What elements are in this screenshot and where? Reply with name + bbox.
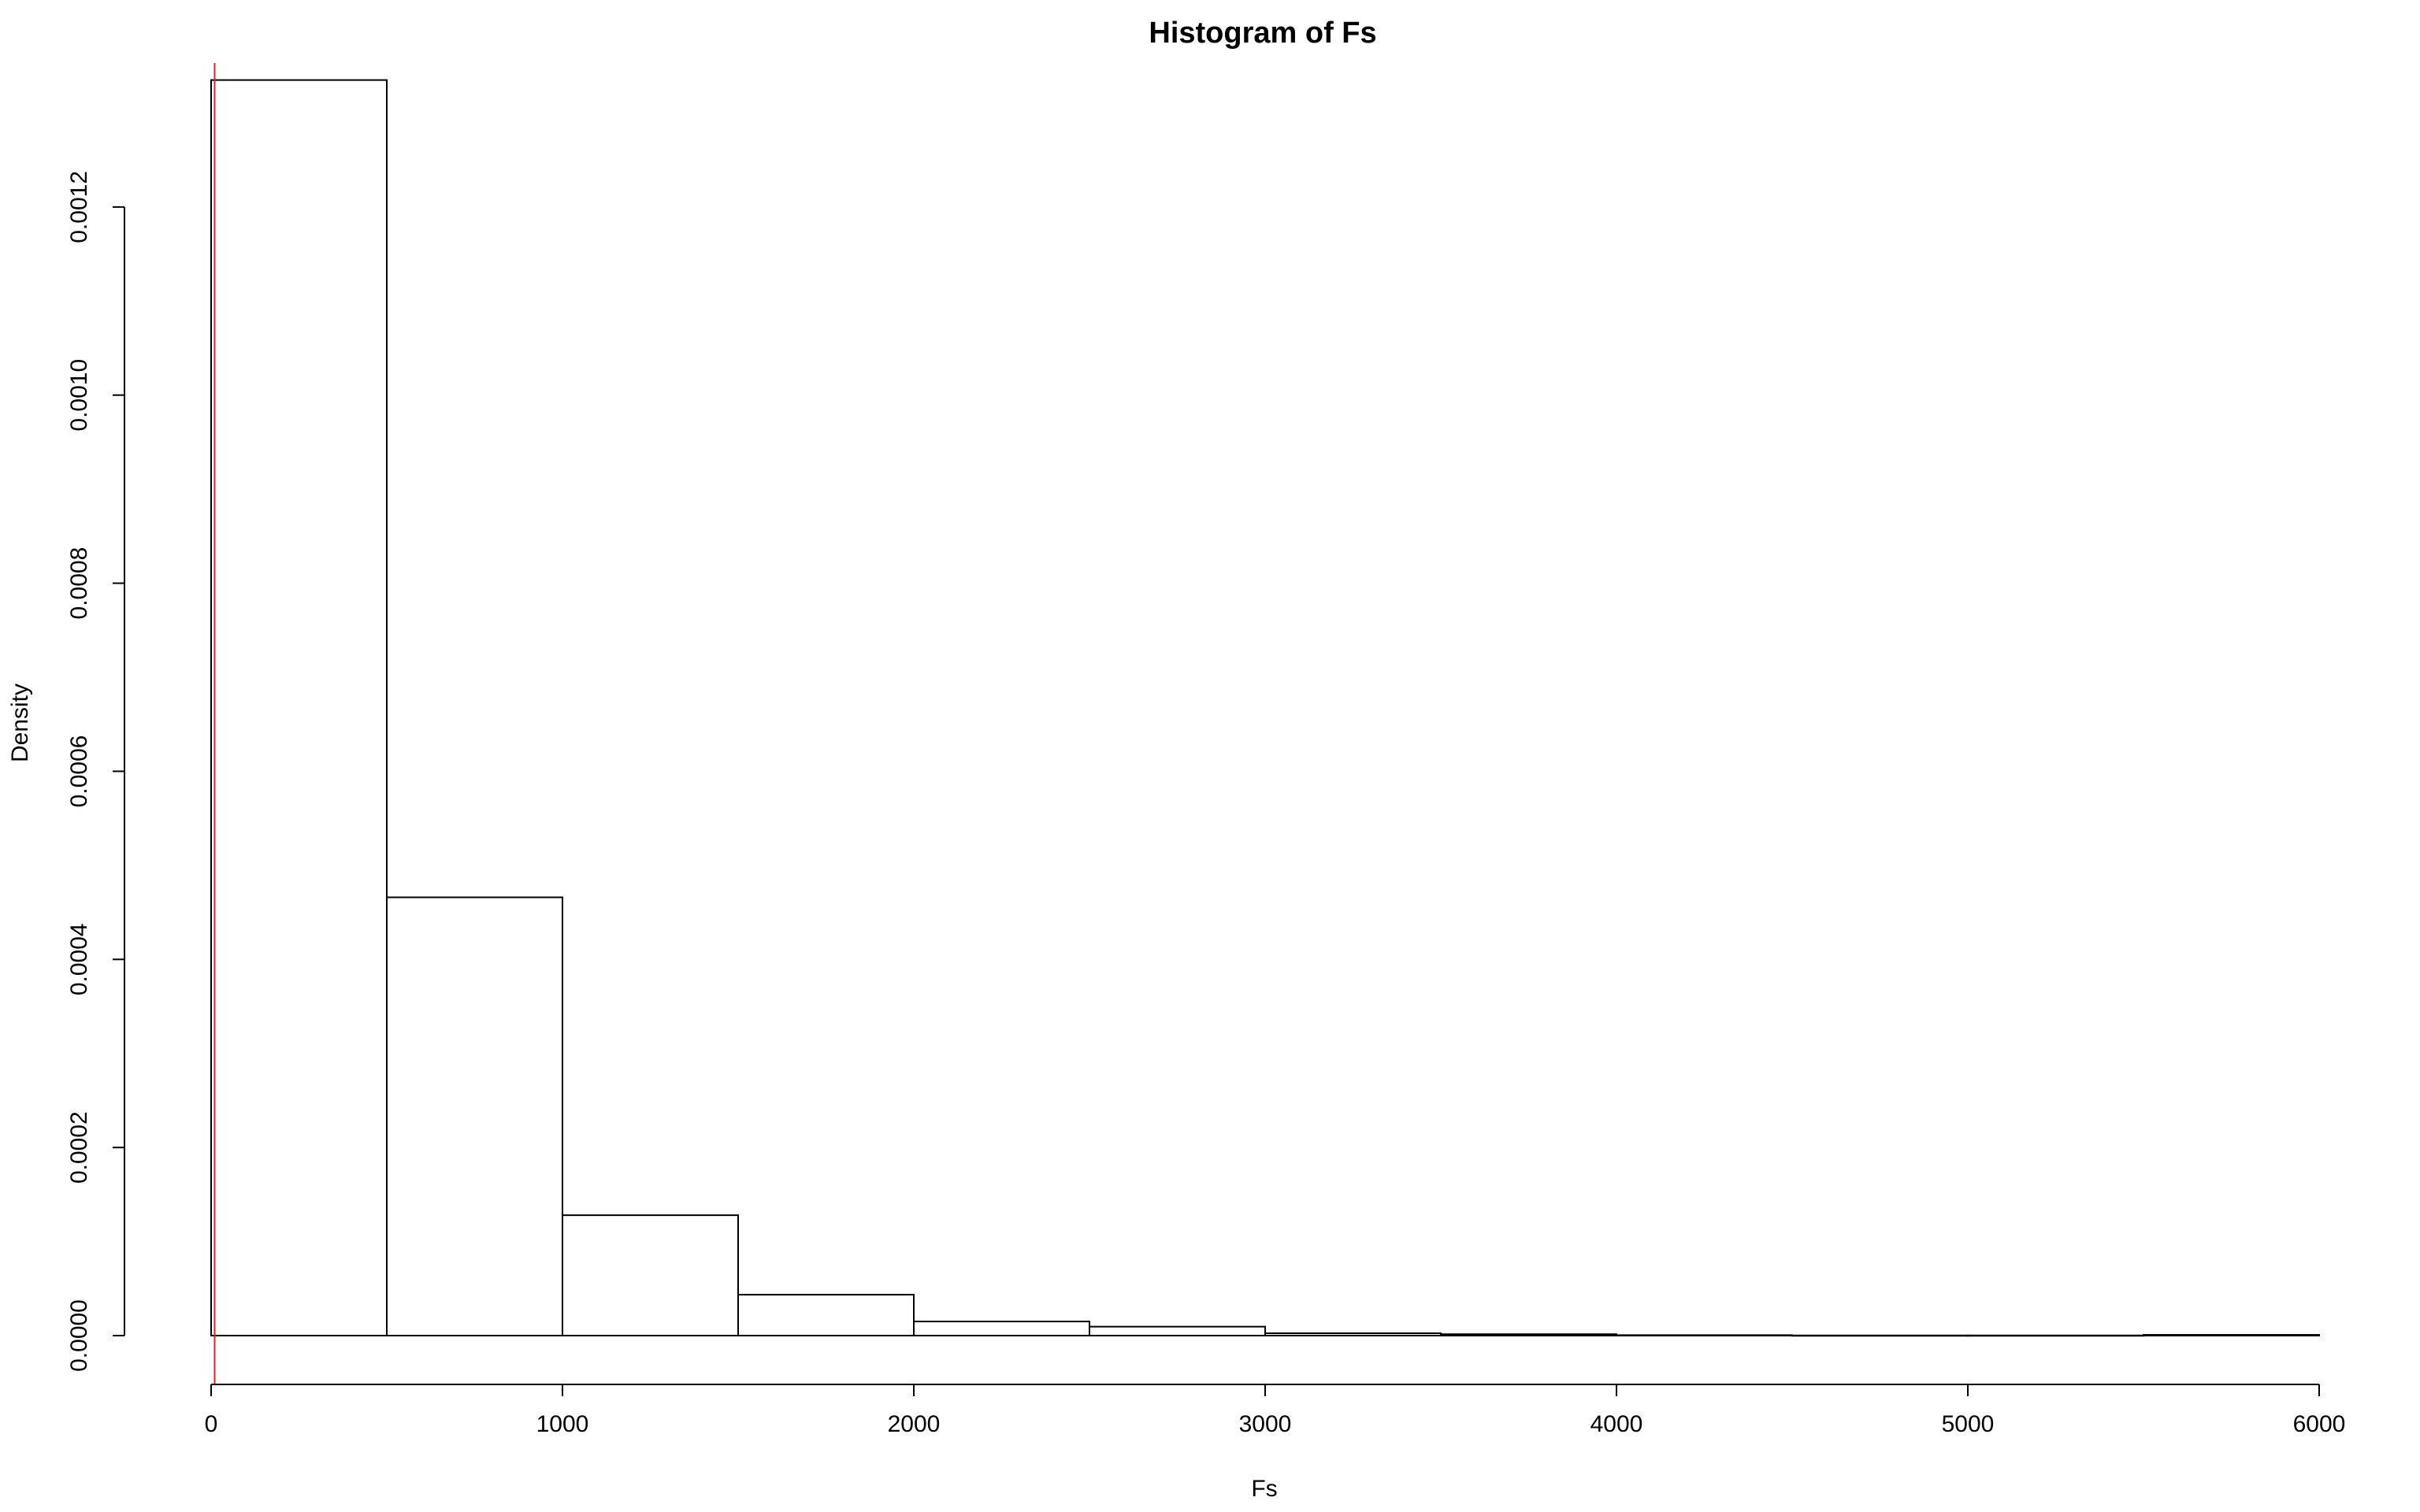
histogram-bar — [737, 1294, 915, 1337]
x-tick-label: 3000 — [1239, 1411, 1292, 1437]
y-tick-label: 0.0000 — [66, 1299, 92, 1372]
histogram-bar — [913, 1321, 1090, 1336]
x-axis: 0 1000 2000 3000 4000 5000 6000 — [205, 1384, 2346, 1437]
x-tick-label: 0 — [205, 1411, 218, 1437]
x-tick-label: 4000 — [1590, 1411, 1643, 1437]
histogram-bar — [1089, 1325, 1266, 1337]
histogram-bar — [210, 79, 388, 1337]
x-axis-title: Fs — [1251, 1476, 1277, 1502]
histogram-bars — [210, 79, 2320, 1337]
x-tick-label: 6000 — [2293, 1411, 2346, 1437]
histogram-bar — [1264, 1332, 1442, 1336]
y-tick-label: 0.0002 — [66, 1111, 92, 1184]
chart-title: Histogram of Fs — [1149, 17, 1376, 50]
histogram-bar — [1440, 1333, 1617, 1337]
histogram-bar — [386, 896, 563, 1337]
y-axis: 0.0000 0.0002 0.0004 0.0006 0.0008 0.0010 0.00… — [66, 171, 125, 1372]
histogram-bar — [562, 1214, 739, 1337]
x-tick-label: 2000 — [888, 1411, 941, 1437]
x-tick-label: 5000 — [1942, 1411, 1995, 1437]
y-tick-label: 0.0010 — [66, 359, 92, 432]
y-tick-label: 0.0004 — [66, 923, 92, 995]
y-tick-label: 0.0012 — [66, 171, 92, 243]
y-tick-label: 0.0006 — [66, 736, 92, 808]
histogram-bar — [1616, 1334, 1793, 1336]
histogram-bar — [2143, 1334, 2320, 1336]
y-tick-label: 0.0008 — [66, 547, 92, 620]
y-axis-title: Density — [7, 684, 33, 762]
x-tick-label: 1000 — [536, 1411, 589, 1437]
